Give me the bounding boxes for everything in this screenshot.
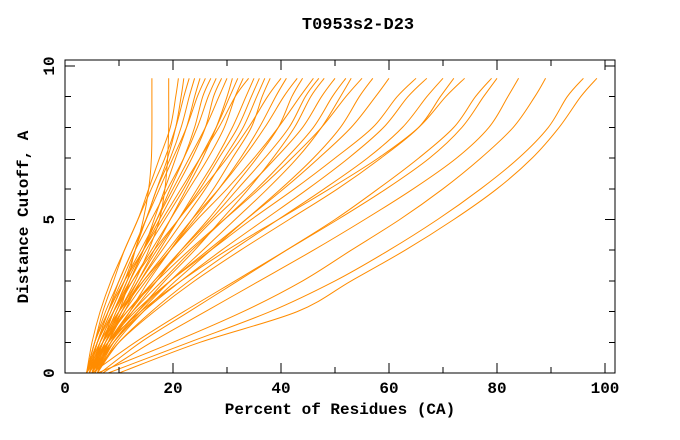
x-tick-label: 60 (379, 380, 398, 398)
x-tick-label: 0 (60, 380, 70, 398)
model-curve (88, 78, 336, 374)
model-curve (91, 78, 287, 374)
model-curve (88, 77, 417, 374)
model-curve (86, 77, 465, 374)
model-curve (86, 78, 228, 374)
x-tick-label: 80 (487, 380, 506, 398)
model-curve (99, 77, 492, 374)
model-curve (102, 78, 520, 374)
model-curve (86, 78, 190, 374)
y-tick-label: 5 (41, 215, 59, 225)
model-curve (108, 77, 584, 374)
model-curve (91, 78, 266, 374)
model-curve (91, 78, 320, 374)
model-curve (94, 78, 352, 374)
model-curve (86, 78, 250, 374)
model-curve (91, 77, 428, 374)
x-axis-label: Percent of Residues (CA) (224, 401, 456, 419)
model-curve (88, 78, 298, 374)
model-curve (91, 78, 390, 374)
x-tick-label: 40 (271, 380, 290, 398)
model-curve (96, 78, 325, 374)
model-curve (118, 77, 598, 374)
model-curve (86, 77, 363, 374)
chart-title: T0953s2-D23 (301, 16, 415, 35)
model-curve (86, 78, 314, 374)
model-curve (88, 78, 217, 374)
x-tick-label: 100 (591, 380, 620, 398)
y-tick-label: 0 (41, 368, 59, 378)
model-curve (86, 78, 282, 374)
model-curve (91, 78, 244, 374)
model-curve (86, 78, 206, 374)
model-curve (91, 78, 498, 374)
x-tick-label: 20 (163, 380, 182, 398)
model-curve (94, 78, 455, 374)
model-curve (94, 78, 201, 374)
model-curve (88, 78, 239, 374)
plot-frame (64, 59, 616, 374)
model-curve (97, 78, 547, 374)
y-tick-label: 10 (41, 56, 59, 75)
